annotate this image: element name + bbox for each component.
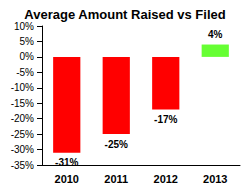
svg-text:-31%: -31%: [55, 157, 78, 168]
svg-text:-25%: -25%: [11, 129, 34, 140]
svg-text:10%: 10%: [14, 21, 34, 32]
svg-text:2011: 2011: [104, 173, 128, 185]
svg-text:5%: 5%: [20, 36, 35, 47]
svg-text:-30%: -30%: [11, 144, 34, 155]
svg-text:-25%: -25%: [105, 139, 128, 150]
svg-text:0%: 0%: [20, 51, 35, 62]
svg-text:-35%: -35%: [11, 160, 34, 171]
svg-text:2010: 2010: [55, 173, 79, 185]
svg-text:-15%: -15%: [11, 98, 34, 109]
svg-text:-10%: -10%: [11, 82, 34, 93]
svg-text:-17%: -17%: [154, 114, 177, 125]
svg-text:-20%: -20%: [11, 113, 34, 124]
svg-text:2013: 2013: [203, 173, 227, 185]
svg-text:-5%: -5%: [16, 67, 34, 78]
svg-text:2012: 2012: [154, 173, 178, 185]
svg-text:4%: 4%: [208, 29, 223, 40]
svg-text:Average Amount Raised vs Filed: Average Amount Raised vs Filed: [24, 7, 225, 22]
